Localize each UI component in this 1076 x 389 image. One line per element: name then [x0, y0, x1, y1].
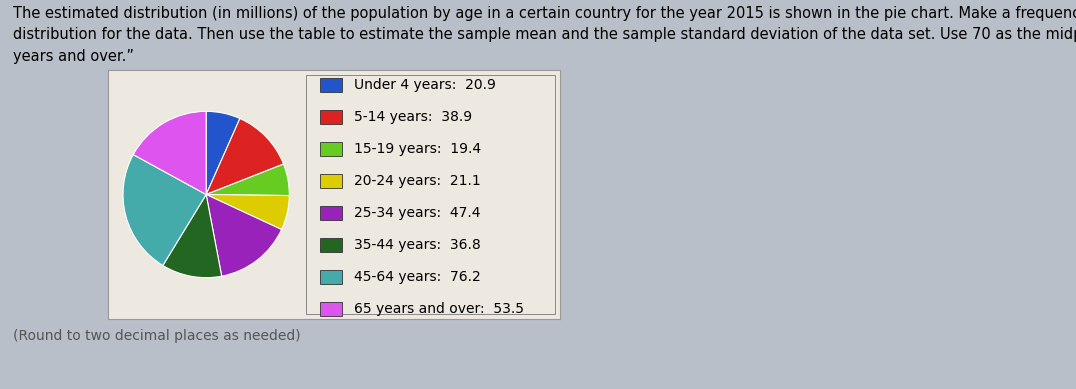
FancyBboxPatch shape	[320, 78, 342, 92]
Text: Under 4 years:  20.9: Under 4 years: 20.9	[354, 78, 496, 92]
Text: (Round to two decimal places as needed): (Round to two decimal places as needed)	[13, 329, 300, 343]
FancyBboxPatch shape	[320, 302, 342, 316]
Wedge shape	[207, 194, 282, 276]
Text: 5-14 years:  38.9: 5-14 years: 38.9	[354, 110, 471, 124]
Wedge shape	[207, 111, 240, 194]
Wedge shape	[207, 194, 289, 230]
Text: 65 years and over:  53.5: 65 years and over: 53.5	[354, 302, 524, 316]
FancyBboxPatch shape	[320, 270, 342, 284]
Text: 20-24 years:  21.1: 20-24 years: 21.1	[354, 174, 480, 188]
FancyBboxPatch shape	[320, 206, 342, 220]
Wedge shape	[207, 119, 284, 194]
Text: The estimated distribution (in millions) of the population by age in a certain c: The estimated distribution (in millions)…	[13, 6, 1076, 64]
FancyBboxPatch shape	[307, 75, 555, 314]
Wedge shape	[162, 194, 222, 278]
FancyBboxPatch shape	[320, 142, 342, 156]
FancyBboxPatch shape	[320, 110, 342, 124]
Wedge shape	[207, 164, 289, 196]
Wedge shape	[123, 154, 207, 265]
Wedge shape	[133, 111, 207, 194]
Text: 15-19 years:  19.4: 15-19 years: 19.4	[354, 142, 481, 156]
Text: 35-44 years:  36.8: 35-44 years: 36.8	[354, 238, 480, 252]
Text: 25-34 years:  47.4: 25-34 years: 47.4	[354, 206, 480, 220]
FancyBboxPatch shape	[320, 174, 342, 188]
Text: 45-64 years:  76.2: 45-64 years: 76.2	[354, 270, 480, 284]
FancyBboxPatch shape	[320, 238, 342, 252]
